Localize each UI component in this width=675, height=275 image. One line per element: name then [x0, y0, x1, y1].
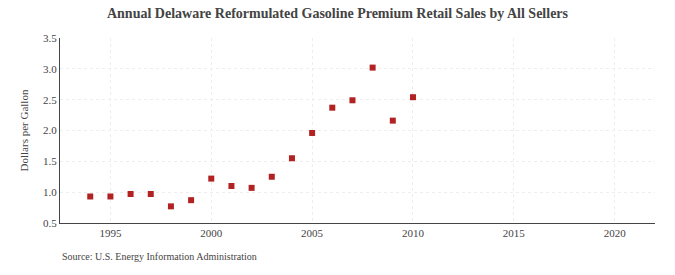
svg-text:2010: 2010 [402, 227, 425, 239]
svg-text:Annual Delaware Reformulated G: Annual Delaware Reformulated Gasoline Pr… [107, 6, 569, 21]
svg-text:Source: U.S. Energy Informatio: Source: U.S. Energy Information Administ… [62, 251, 257, 262]
svg-text:0.5: 0.5 [43, 217, 57, 229]
svg-text:2005: 2005 [301, 227, 324, 239]
svg-text:3.0: 3.0 [43, 63, 57, 75]
svg-text:2000: 2000 [200, 227, 223, 239]
svg-text:1.5: 1.5 [43, 155, 57, 167]
svg-text:2.5: 2.5 [43, 94, 57, 106]
svg-text:1.0: 1.0 [43, 186, 57, 198]
svg-text:2020: 2020 [604, 227, 627, 239]
svg-text:3.5: 3.5 [43, 32, 57, 44]
svg-text:2.0: 2.0 [43, 124, 57, 136]
svg-text:Dollars per Gallon: Dollars per Gallon [18, 89, 30, 171]
svg-text:1995: 1995 [99, 227, 122, 239]
svg-text:2015: 2015 [503, 227, 526, 239]
